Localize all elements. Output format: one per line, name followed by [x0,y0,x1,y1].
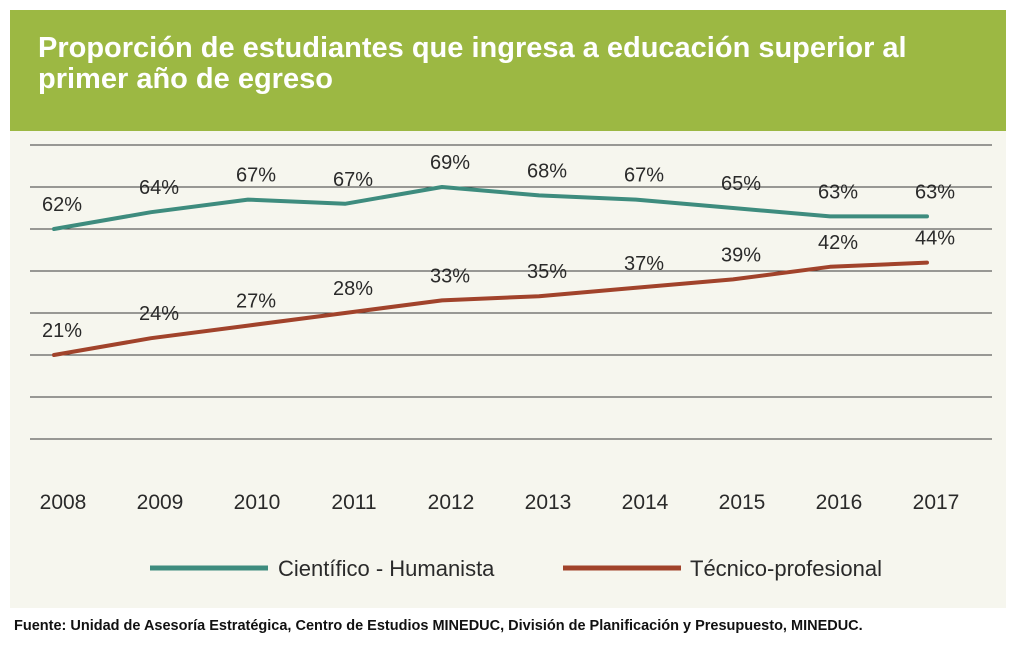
data-label: 42% [818,232,858,254]
data-label: 27% [236,291,276,313]
series-line-2 [52,260,929,357]
x-tick-label: 2009 [137,491,184,514]
gridlines [30,144,992,440]
data-label: 21% [42,320,82,342]
data-label: 28% [333,278,373,300]
data-label: 69% [430,152,470,174]
data-label: 35% [527,261,567,283]
data-label: 24% [139,303,179,325]
x-tick-label: 2013 [525,491,572,514]
data-label: 63% [818,181,858,203]
data-label: 64% [139,177,179,199]
x-tick-label: 2008 [40,491,87,514]
x-tick-label: 2012 [428,491,475,514]
data-label: 39% [721,244,761,266]
title-banner: Proporción de estudiantes que ingresa a … [10,10,1006,131]
x-tick-label: 2010 [234,491,281,514]
x-tick-label: 2015 [719,491,766,514]
source-note: Fuente: Unidad de Asesoría Estratégica, … [14,618,863,634]
data-label: 67% [624,165,664,187]
data-label: 62% [42,194,82,216]
x-tick-label: 2017 [913,491,960,514]
x-tick-label: 2016 [816,491,863,514]
x-axis-ticks: 2008 2009 2010 2011 2012 2013 2014 2015 2016 2017 [40,491,960,514]
data-label: 33% [430,265,470,287]
chart-title: Proporción de estudiantes que ingresa a … [38,32,907,95]
data-label: 63% [915,181,955,203]
series-line-1 [52,185,929,231]
data-label: 65% [721,173,761,195]
series-lines [52,185,929,357]
x-tick-label: 2014 [622,491,669,514]
data-label: 44% [915,228,955,250]
data-labels: 62% 64% 67% 67% 69% 68% 67% 65% 63% 63% 21% 24% 27% 2… [42,152,955,342]
chart-panel: 62% 64% 67% 67% 69% 68% 67% 65% 63% 63% 21% 24% 27% 2… [10,131,1006,608]
legend: Científico - Humanista Técnico-profesiona… [150,556,882,581]
legend-label: Científico - Humanista [278,556,495,581]
line-chart: 62% 64% 67% 67% 69% 68% 67% 65% 63% 63% 21% 24% 27% 2… [30,144,992,581]
x-tick-label: 2011 [331,491,376,514]
legend-label: Técnico-profesional [690,556,882,581]
data-label: 68% [527,160,567,182]
data-label: 37% [624,253,664,275]
data-label: 67% [333,169,373,191]
data-label: 67% [236,165,276,187]
